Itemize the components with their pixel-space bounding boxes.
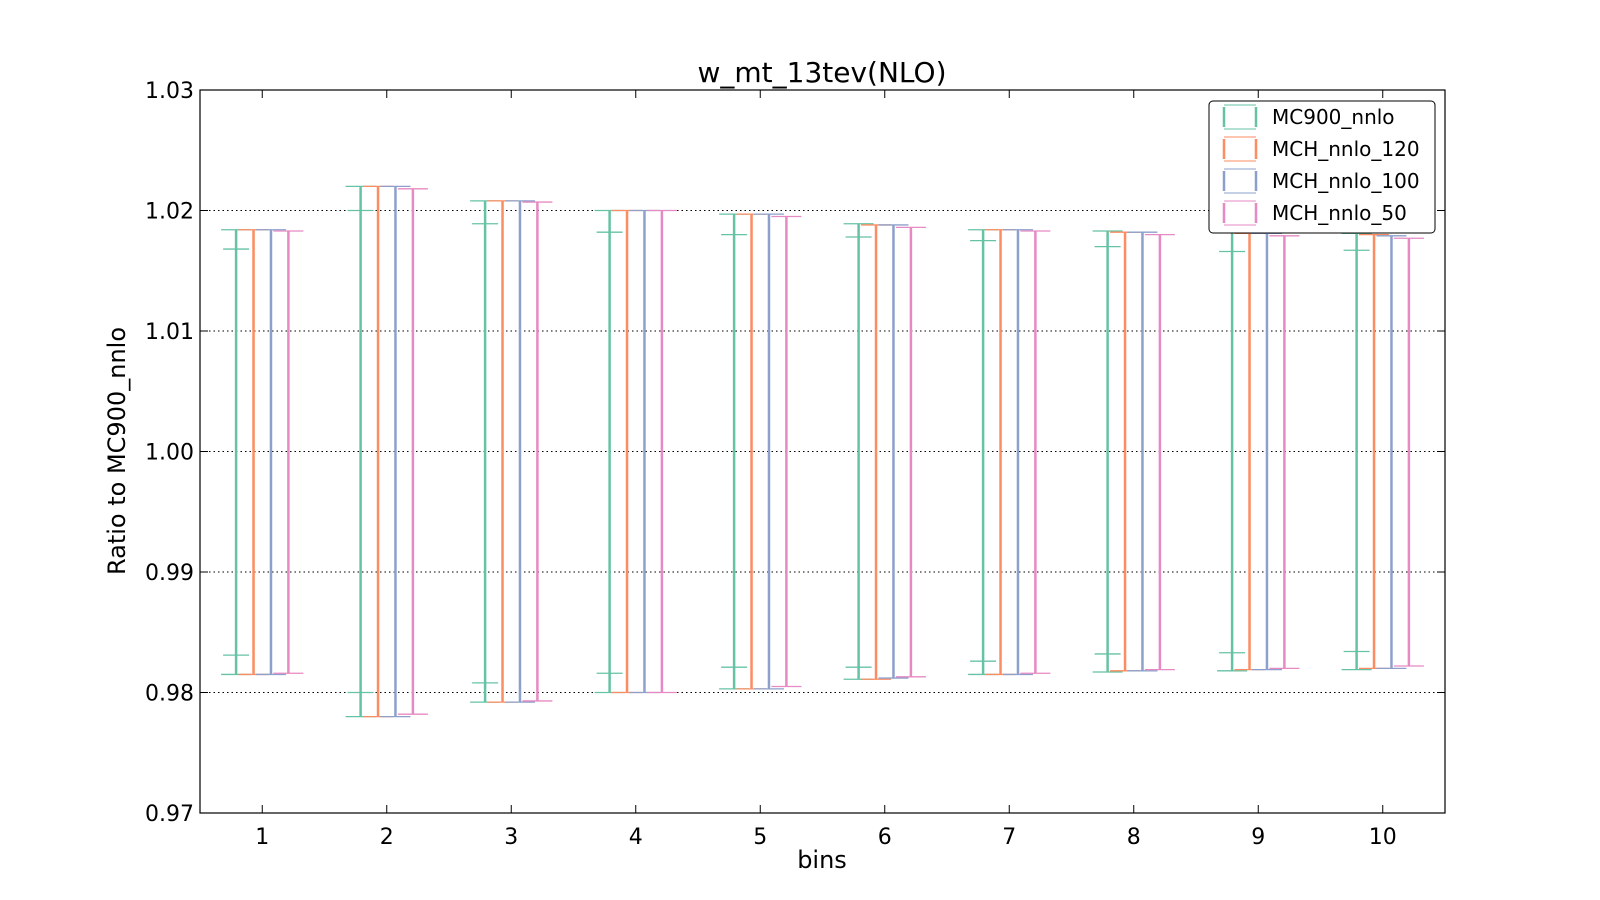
legend: MC900_nnlo MCH_nnlo_120 MCH_nnlo_100 MCH_nn…	[1208, 100, 1436, 234]
legend-label: MC900_nnlo	[1272, 105, 1395, 129]
y-ticks: 0.97 0.98 0.99 1.00 1.01 1.02 1.03	[145, 79, 1445, 827]
legend-item: MCH_nnlo_100	[1222, 168, 1420, 194]
x-tick-label: 6	[878, 825, 892, 850]
x-tick-label: 4	[629, 825, 643, 850]
series-MCH_nnlo_50	[273, 188, 1424, 715]
chart-title: w_mt_13tev(NLO)	[698, 56, 947, 89]
legend-label: MCH_nnlo_120	[1272, 137, 1420, 161]
legend-label: MCH_nnlo_100	[1272, 169, 1420, 193]
legend-box	[1208, 100, 1436, 234]
x-tick-label: 2	[380, 825, 394, 850]
x-tick-label: 9	[1251, 825, 1265, 850]
x-tick-label: 3	[504, 825, 518, 850]
x-axis-label: bins	[797, 846, 847, 874]
x-tick-label: 8	[1127, 825, 1141, 850]
y-tick-label: 0.98	[145, 682, 194, 707]
x-tick-label: 5	[753, 825, 767, 850]
x-tick-label: 10	[1369, 825, 1397, 850]
y-tick-label: 1.00	[145, 441, 194, 466]
y-tick-label: 1.01	[145, 320, 194, 345]
legend-label: MCH_nnlo_50	[1272, 201, 1407, 225]
legend-item: MCH_nnlo_120	[1222, 136, 1420, 162]
x-ticks: 1 2 3 4 5 6 7 8 9 10	[255, 90, 1397, 850]
y-tick-label: 1.03	[145, 79, 194, 104]
y-tick-label: 0.97	[145, 802, 194, 827]
legend-item: MCH_nnlo_50	[1222, 200, 1407, 226]
error-bars	[221, 185, 1424, 718]
legend-items: MC900_nnlo MCH_nnlo_120 MCH_nnlo_100 MCH_nn…	[1222, 104, 1420, 226]
x-tick-label: 7	[1002, 825, 1016, 850]
y-axis-label: Ratio to MC900_nnlo	[103, 327, 131, 575]
series-MC900_nnlo	[221, 185, 1372, 718]
y-tick-label: 0.99	[145, 561, 194, 586]
x-tick-label: 1	[255, 825, 269, 850]
series-MCH_nnlo_100	[255, 185, 1407, 718]
legend-item: MC900_nnlo	[1222, 104, 1395, 130]
y-tick-label: 1.02	[145, 200, 194, 225]
